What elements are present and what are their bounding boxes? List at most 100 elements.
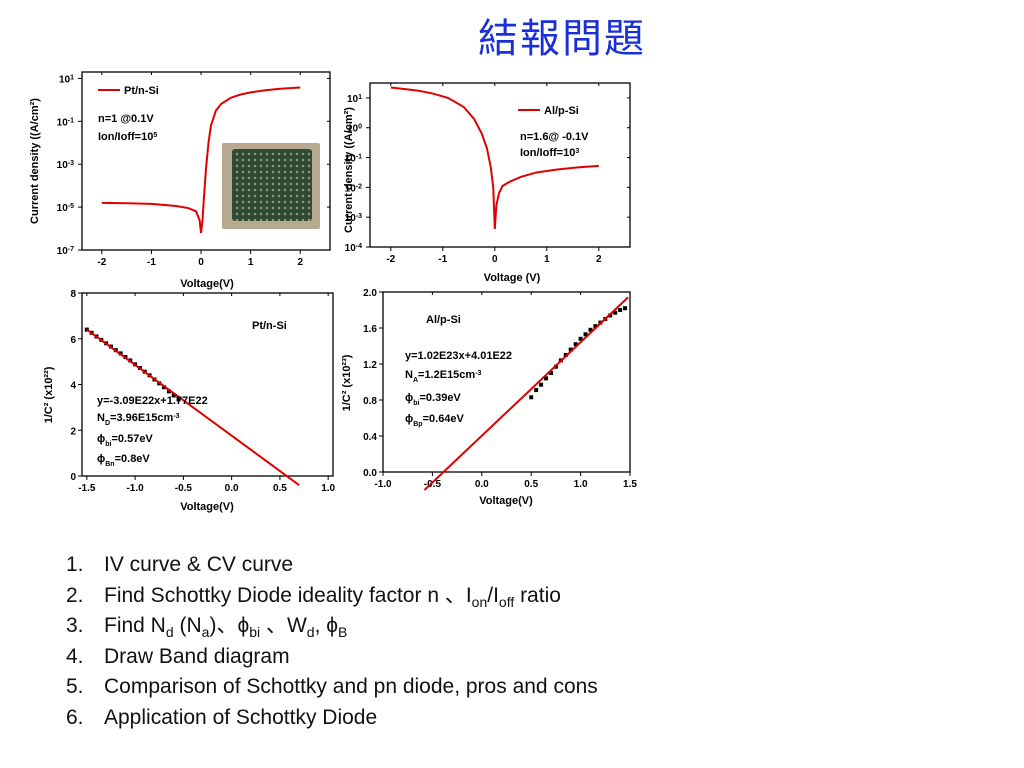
- data-point: [166, 389, 171, 394]
- data-point: [623, 306, 628, 311]
- y-tick-label: 101: [59, 74, 74, 86]
- list-text: IV curve & CV curve: [104, 553, 294, 576]
- list-text: Find N: [104, 614, 166, 638]
- list-text: d: [165, 624, 174, 641]
- annotation-text: y=1.02E23x+4.01E22: [405, 350, 512, 362]
- list-number: 1.: [66, 553, 84, 576]
- x-tick-label: 1.0: [574, 479, 588, 490]
- annotation-text: n=1 @0.1V: [98, 113, 154, 125]
- x-tick-label: 1: [544, 254, 550, 265]
- fit-line: [423, 296, 629, 491]
- y-tick-label: 10-3: [57, 160, 74, 172]
- list-text: Draw Band diagram: [104, 644, 290, 668]
- list-text: , ϕ: [314, 614, 339, 638]
- data-point: [176, 397, 181, 402]
- x-axis-title: Voltage(V): [479, 495, 533, 507]
- list-text: )、ϕ: [209, 614, 250, 638]
- y-tick-label: 2.0: [363, 288, 377, 299]
- annotation-text: ϕbi=0.39eV: [405, 392, 461, 407]
- list-text: on: [471, 593, 488, 610]
- list-item: 3. Find Nd (Na)、ϕbi 、Wd, ϕB: [66, 611, 598, 642]
- axes-group: -1.0 -0.5 0.0 0.5 1.0 1.5 0.0 0.4 0.8 1.2 1.6 2.0 Vo…: [341, 288, 637, 507]
- data-point: [539, 382, 544, 387]
- x-tick-label: -0.5: [424, 479, 442, 490]
- x-tick-label: 0.0: [225, 483, 239, 494]
- x-tick-label: 0: [492, 254, 498, 265]
- data-point: [568, 347, 573, 352]
- annotation-text: ND=3.96E15cm-3: [97, 412, 180, 427]
- y-tick-label: 8: [70, 289, 76, 300]
- iv-curve: [101, 86, 301, 233]
- data-point: [588, 327, 593, 332]
- y-tick-label: 10-2: [345, 183, 362, 195]
- y-tick-label: 10-1: [57, 117, 74, 129]
- x-tick-label: 0.5: [524, 479, 538, 490]
- legend-label: Pt/n-Si: [252, 320, 287, 332]
- legend-label: Al/p-Si: [426, 314, 461, 326]
- list-number: 3.: [66, 614, 84, 638]
- x-tick-label: -1: [147, 257, 156, 268]
- legend-label: Al/p-Si: [544, 105, 579, 117]
- list-number: 5.: [66, 675, 84, 699]
- list-text: B: [338, 624, 348, 641]
- page-title: 結報問題: [478, 16, 646, 62]
- data-point: [544, 376, 549, 381]
- list-item: 6. Application of Schottky Diode: [66, 703, 598, 734]
- y-axis-title: 1/C² (x10²³): [341, 354, 353, 411]
- y-tick-label: 10-1: [345, 153, 362, 165]
- y-axis-title: 1/C² (x10²²): [43, 366, 55, 423]
- y-tick-label: 0: [70, 472, 76, 483]
- list-item: 5. Comparison of Schottky and pn diode, p…: [66, 672, 598, 703]
- list-number: 2.: [66, 583, 84, 607]
- y-axis-title: Current density ((A/cm²): [29, 98, 41, 224]
- data-point: [593, 324, 598, 329]
- list-number: 4.: [66, 644, 84, 668]
- list-text: d: [306, 624, 315, 641]
- list-text: Find Schottky Diode ideality factor n 、I: [104, 583, 472, 607]
- y-tick-label: 6: [70, 335, 76, 346]
- data-point: [534, 388, 539, 393]
- y-tick-label: 101: [347, 93, 362, 105]
- legend-label: Pt/n-Si: [124, 85, 159, 97]
- data-point: [171, 393, 176, 398]
- list-text: (N: [173, 614, 202, 638]
- list-text: Comparison of Schottky and pn diode, pro…: [104, 675, 598, 699]
- x-tick-label: -1.0: [126, 483, 144, 494]
- y-tick-label: 100: [347, 123, 362, 135]
- plot-frame: [369, 82, 631, 248]
- iv-curve: [390, 86, 599, 230]
- annotation-text: Ion/Ioff=103: [520, 147, 579, 159]
- x-tick-label: -2: [386, 254, 395, 265]
- x-tick-label: 0.0: [475, 479, 489, 490]
- plot-frame: [81, 71, 331, 251]
- y-tick-label: 1.2: [363, 360, 377, 371]
- data-point: [583, 332, 588, 337]
- annotation-text: ϕbi=0.57eV: [97, 433, 153, 448]
- fit-line: [86, 328, 300, 486]
- list-item: 1. IV curve & CV curve: [66, 550, 598, 581]
- y-tick-label: 0.8: [363, 396, 377, 407]
- y-axis-title: Current density ((A/cm²): [343, 107, 355, 233]
- sample-photo: [222, 143, 320, 229]
- list-text: Application of Schottky Diode: [104, 705, 378, 729]
- x-tick-label: 1: [248, 257, 254, 268]
- data-point: [613, 310, 618, 315]
- x-tick-label: 1.5: [623, 479, 637, 490]
- list-item: 4. Draw Band diagram: [66, 642, 598, 673]
- annotation-text: NA=1.2E15cm-3: [405, 369, 482, 384]
- annotation-text: Ion/Ioff=105: [98, 131, 157, 143]
- y-tick-label: 0.4: [363, 432, 377, 443]
- list-number: 6.: [66, 705, 84, 729]
- y-tick-label: 10-3: [345, 213, 362, 225]
- x-tick-label: 2: [297, 257, 303, 268]
- diode-array-chip: [232, 149, 312, 221]
- y-tick-label: 10-5: [57, 203, 74, 215]
- x-tick-label: 2: [596, 254, 602, 265]
- annotation-text: ϕBn=0.8eV: [97, 453, 150, 468]
- list-text: 、W: [260, 614, 307, 638]
- axes-group: -2 -1 0 1 2 101 100 10-1 10-2 10-3 10-4 Voltage (V)…: [343, 82, 631, 284]
